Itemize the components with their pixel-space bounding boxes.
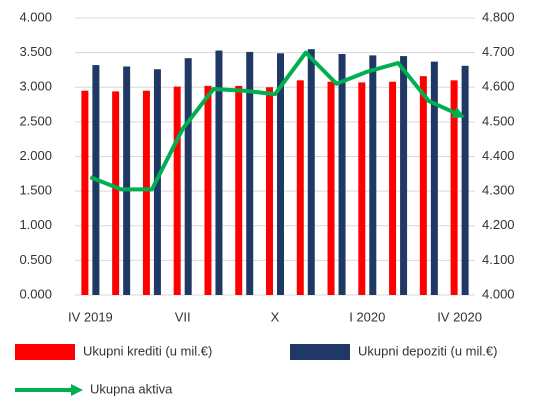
bar xyxy=(235,85,243,296)
legend-swatch xyxy=(15,344,75,360)
bar xyxy=(266,87,273,295)
legend-label: Ukupna aktiva xyxy=(90,381,173,396)
bar xyxy=(400,56,408,296)
legend-label: Ukupni krediti (u mil.€) xyxy=(83,343,212,358)
bar xyxy=(389,81,397,296)
bar xyxy=(112,91,120,295)
bar xyxy=(461,65,469,295)
legend-swatch xyxy=(290,344,350,360)
bar xyxy=(450,80,458,295)
x-tick-label: X xyxy=(271,309,280,324)
bar xyxy=(338,54,346,296)
bar xyxy=(419,76,427,295)
y2-tick-label: 4.200 xyxy=(482,217,515,232)
bar xyxy=(142,90,150,296)
y2-tick-label: 4.600 xyxy=(482,79,515,94)
bar xyxy=(123,66,131,295)
bar xyxy=(358,82,366,295)
x-tick-label: I 2020 xyxy=(349,309,385,324)
y-tick-label: 0.000 xyxy=(19,286,52,301)
bar xyxy=(81,90,89,296)
y2-tick-label: 4.000 xyxy=(482,286,515,301)
y2-tick-label: 4.400 xyxy=(482,148,515,163)
line xyxy=(89,50,466,192)
y-tick-label: 1.500 xyxy=(19,183,52,198)
bar xyxy=(246,51,254,296)
legend-label: Ukupni depoziti (u mil.€) xyxy=(358,343,497,358)
bar xyxy=(215,50,223,295)
bar xyxy=(204,85,212,296)
bar xyxy=(430,61,438,295)
bar xyxy=(369,55,377,295)
y-tick-label: 3.000 xyxy=(19,79,52,94)
bar xyxy=(184,58,192,295)
bar xyxy=(296,80,304,295)
bar xyxy=(277,53,284,295)
y2-tick-label: 4.800 xyxy=(482,9,515,24)
y-tick-label: 2.000 xyxy=(19,148,52,163)
bar xyxy=(173,86,181,296)
y2-tick-label: 4.700 xyxy=(482,44,515,59)
x-tick-label: IV 2020 xyxy=(437,309,482,324)
x-tick-label: IV 2019 xyxy=(68,309,113,324)
y-tick-label: 3.500 xyxy=(19,44,52,59)
y2-tick-label: 4.500 xyxy=(482,113,515,128)
y2-tick-label: 4.100 xyxy=(482,252,515,267)
y-tick-label: 0.500 xyxy=(19,252,52,267)
x-tick-label: VII xyxy=(175,309,191,324)
bar xyxy=(307,49,315,295)
y-tick-label: 4.000 xyxy=(19,9,52,24)
y-tick-label: 1.000 xyxy=(19,217,52,232)
y2-tick-label: 4.300 xyxy=(482,183,515,198)
y-tick-label: 2.500 xyxy=(19,113,52,128)
bar xyxy=(327,81,335,296)
